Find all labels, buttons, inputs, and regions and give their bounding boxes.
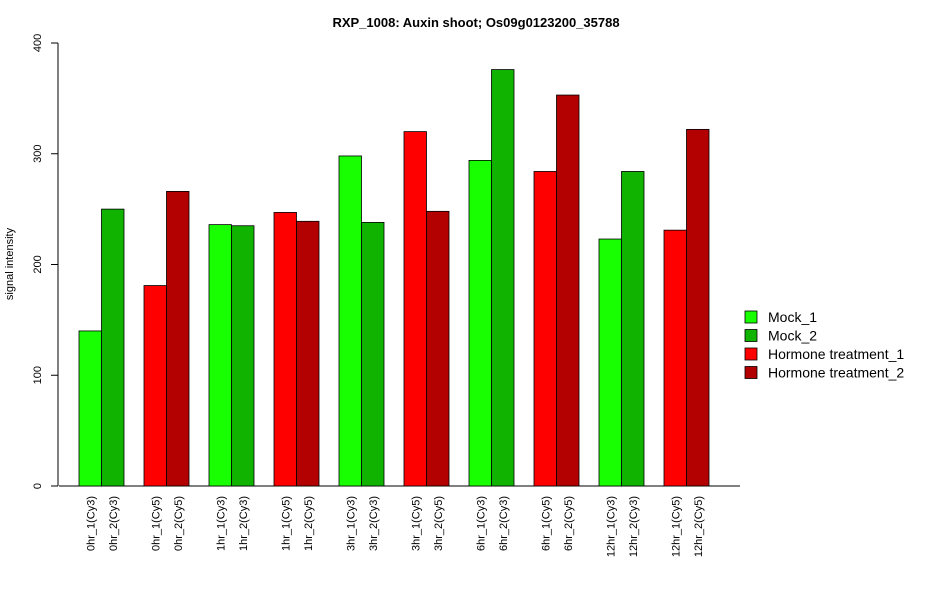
bar xyxy=(621,171,645,487)
x-tick-label: 1hr_2(Cy3) xyxy=(238,496,250,551)
y-tick-label: 200 xyxy=(32,255,44,273)
bar xyxy=(166,191,190,487)
x-tick-label: 0hr_1(Cy3) xyxy=(85,496,97,551)
bar xyxy=(468,159,492,487)
legend-label: Mock_2 xyxy=(768,328,817,344)
x-tick-label: 1hr_1(Cy3) xyxy=(215,496,227,551)
legend-label: Hormone treatment_1 xyxy=(768,346,904,362)
bar xyxy=(273,212,297,487)
bar xyxy=(296,220,320,487)
y-tick-label: 300 xyxy=(32,145,44,163)
legend-swatch xyxy=(744,329,758,342)
x-tick-label: 3hr_1(Cy5) xyxy=(410,496,422,551)
plot-area xyxy=(78,69,710,487)
y-tick-label: 100 xyxy=(32,366,44,384)
x-tick-label: 12hr_1(Cy5) xyxy=(670,496,682,557)
y-tick-label: 0 xyxy=(32,483,44,489)
bar xyxy=(231,225,255,487)
bar xyxy=(101,208,125,487)
bar xyxy=(686,128,710,487)
bar xyxy=(598,238,622,487)
x-tick-label: 6hr_1(Cy5) xyxy=(540,496,552,551)
legend-swatch xyxy=(744,347,758,361)
x-axis-tick-labels: 0hr_1(Cy3) 0hr_2(Cy3) 0hr_1(Cy5) 0hr_2(Cy5)… xyxy=(85,496,705,557)
legend-label: Hormone treatment_2 xyxy=(768,365,904,381)
bar xyxy=(663,229,687,487)
chart-title: RXP_1008: Auxin shoot; Os09g0123200_3578… xyxy=(332,15,619,30)
bar xyxy=(403,131,427,487)
bar xyxy=(533,171,557,487)
bar xyxy=(491,69,515,487)
x-tick-label: 6hr_1(Cy3) xyxy=(475,496,487,551)
x-tick-label: 1hr_2(Cy5) xyxy=(303,496,315,551)
x-tick-label: 3hr_1(Cy3) xyxy=(345,496,357,551)
bar xyxy=(208,224,232,487)
bar xyxy=(361,222,385,487)
x-tick-label: 12hr_2(Cy3) xyxy=(628,496,640,557)
bar xyxy=(78,330,102,487)
x-tick-label: 3hr_2(Cy5) xyxy=(433,496,445,551)
x-tick-label: 0hr_2(Cy5) xyxy=(173,496,185,551)
x-tick-label: 0hr_2(Cy3) xyxy=(108,496,120,551)
bar xyxy=(143,285,167,487)
legend: Mock_1 Mock_2 Hormone treatment_1 Hormone t… xyxy=(744,309,904,381)
x-tick-label: 6hr_2(Cy3) xyxy=(498,496,510,551)
x-tick-label: 12hr_2(Cy5) xyxy=(693,496,705,557)
x-tick-label: 12hr_1(Cy3) xyxy=(605,496,617,557)
bar xyxy=(556,94,580,487)
legend-swatch xyxy=(744,366,758,379)
y-tick-label: 400 xyxy=(32,34,44,52)
x-tick-label: 1hr_1(Cy5) xyxy=(280,496,292,551)
legend-swatch xyxy=(744,310,758,324)
bar xyxy=(338,155,362,487)
x-tick-label: 6hr_2(Cy5) xyxy=(563,496,575,551)
x-tick-label: 3hr_2(Cy3) xyxy=(368,496,380,551)
x-tick-label: 0hr_1(Cy5) xyxy=(150,496,162,551)
y-axis-label: signal intensity xyxy=(4,227,16,300)
legend-label: Mock_1 xyxy=(768,309,817,325)
bar xyxy=(426,210,450,487)
